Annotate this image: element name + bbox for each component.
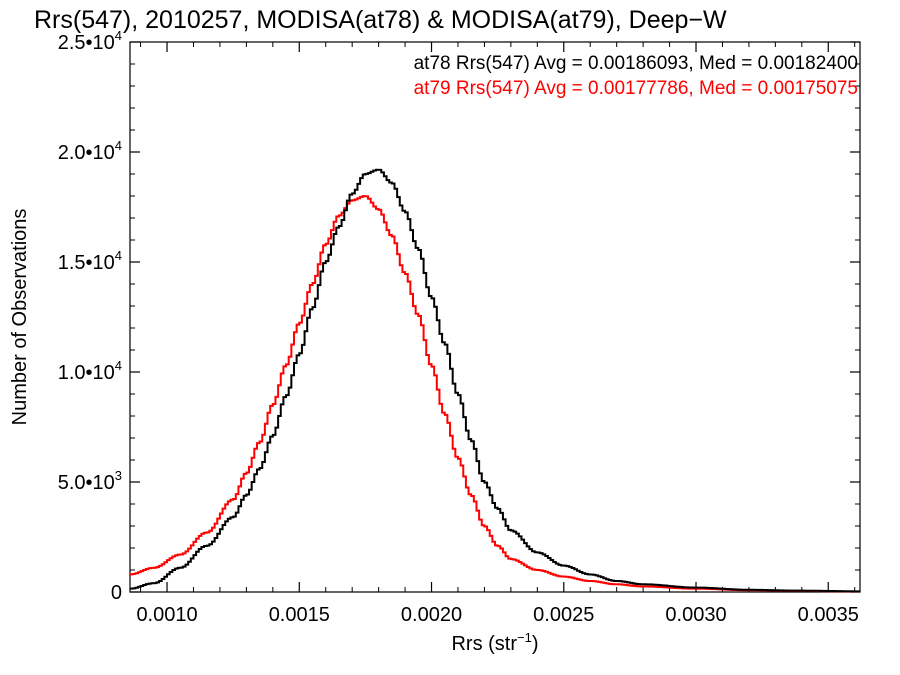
x-axis-label-exponent: −1 <box>517 630 532 645</box>
y-tick-label-exponent: 4 <box>115 248 122 263</box>
legend-entry: at78 Rrs(547) Avg = 0.00186093, Med = 0.… <box>414 53 858 74</box>
y-axis-label: Number of Observations <box>9 209 31 426</box>
y-tick-label-base: 2.0•10 <box>58 142 115 164</box>
x-axis-label-main: Rrs (str <box>451 633 517 655</box>
x-tick-label: 0.0035 <box>798 604 859 626</box>
y-tick-label-base: 1.0•10 <box>58 362 115 384</box>
series-at78-line <box>130 168 860 593</box>
legend-entry: at79 Rrs(547) Avg = 0.00177786, Med = 0.… <box>414 78 858 99</box>
y-tick-label: 2.0•104 <box>58 138 122 164</box>
y-tick-label: 5.0•103 <box>58 468 122 494</box>
x-axis-label-end: ) <box>532 633 539 655</box>
y-tick-label-exponent: 4 <box>115 358 122 373</box>
y-tick-label-base: 5.0•10 <box>58 472 115 494</box>
y-tick-label-exponent: 4 <box>115 28 122 43</box>
x-axis-ticks: 0.0010 0.0015 0.0020 0.0025 0.0030 0.0035 <box>136 42 859 626</box>
legend: at78 Rrs(547) Avg = 0.00186093, Med = 0.… <box>414 53 858 99</box>
y-tick-label: 1.5•104 <box>58 248 122 274</box>
y-tick-label-exponent: 4 <box>115 138 122 153</box>
x-axis-label: Rrs (str−1) <box>451 630 538 655</box>
y-tick-label: 1.0•104 <box>58 358 122 384</box>
x-tick-label: 0.0025 <box>533 604 594 626</box>
x-tick-label: 0.0015 <box>269 604 330 626</box>
y-tick-label: 0 <box>111 582 122 604</box>
y-tick-label-exponent: 3 <box>115 468 122 483</box>
series-layer <box>130 168 860 593</box>
y-tick-label-base: 0 <box>111 582 122 604</box>
series-at79-line <box>130 195 860 593</box>
x-tick-label: 0.0010 <box>136 604 197 626</box>
y-tick-label-base: 2.5•10 <box>58 32 115 54</box>
x-tick-label: 0.0020 <box>401 604 462 626</box>
chart-title: Rrs(547), 2010257, MODISA(at78) & MODISA… <box>34 6 727 34</box>
y-tick-label: 2.5•104 <box>58 28 122 54</box>
x-tick-label: 0.0030 <box>665 604 726 626</box>
plot-frame <box>129 41 861 593</box>
y-tick-label-base: 1.5•10 <box>58 252 115 274</box>
